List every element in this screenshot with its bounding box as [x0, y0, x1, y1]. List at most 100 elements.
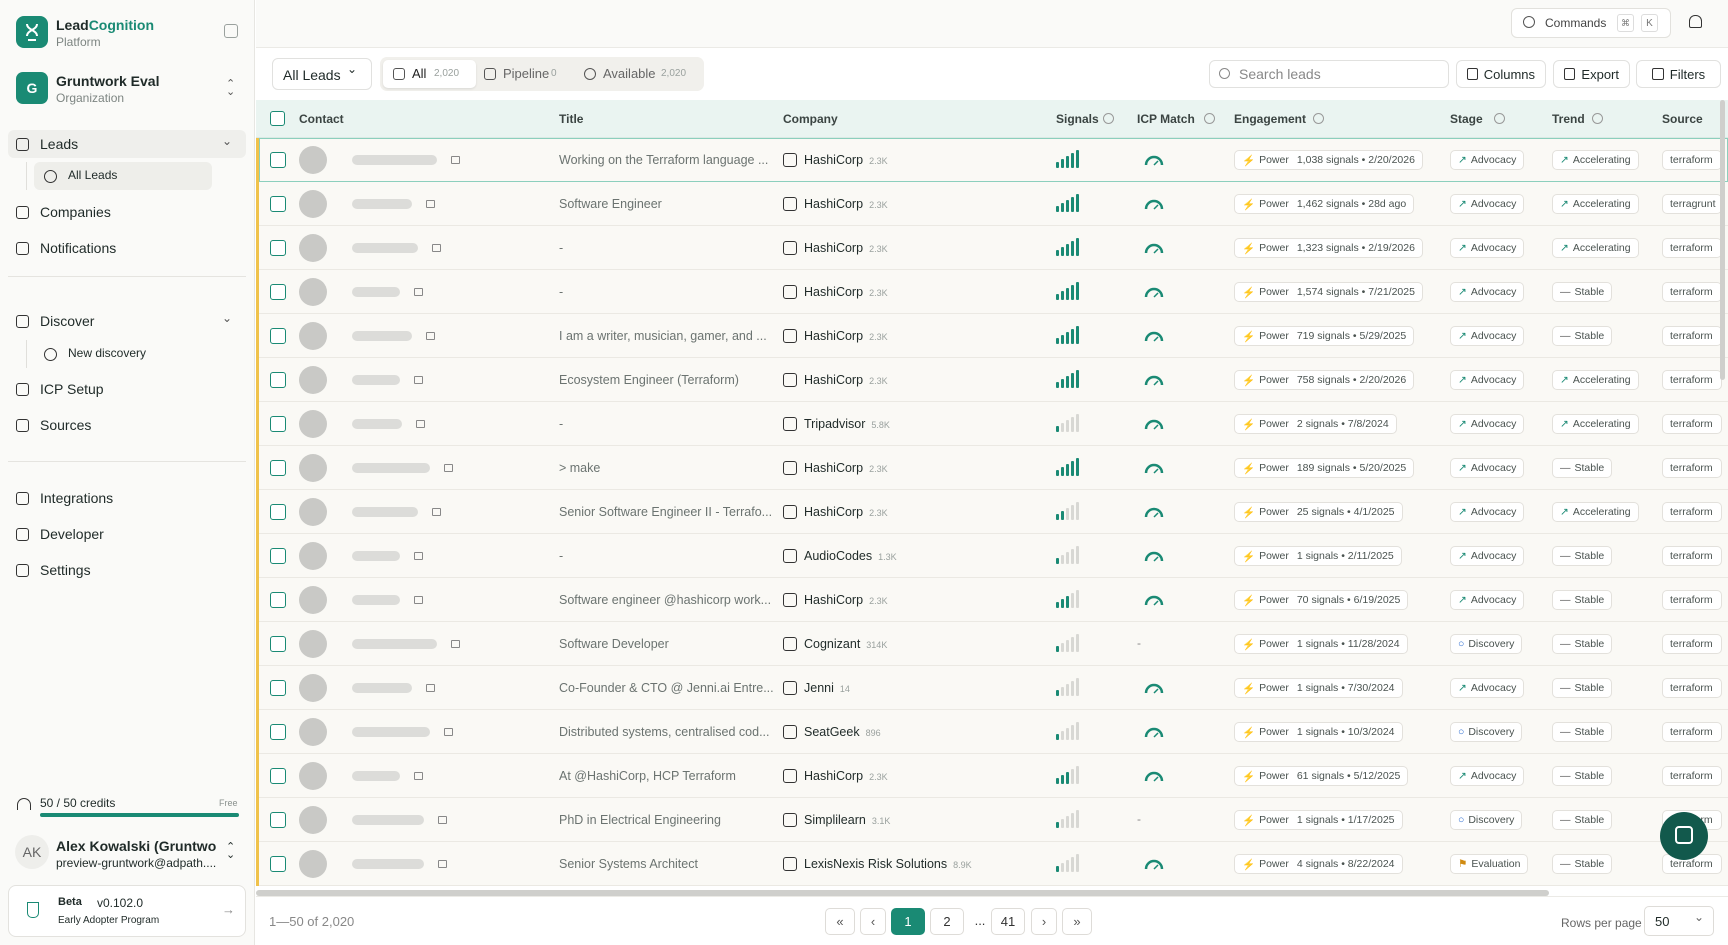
button-label: Export — [1581, 66, 1619, 82]
tab-label[interactable]: Available — [603, 66, 656, 81]
trend: Stable — [1574, 286, 1605, 298]
company[interactable]: HashiCorp 2.3K — [804, 769, 888, 783]
company[interactable]: HashiCorp 2.3K — [804, 593, 888, 607]
column-header[interactable]: Signals — [1056, 112, 1099, 126]
column-header[interactable]: Company — [783, 112, 838, 126]
company[interactable]: SeatGeek 896 — [804, 725, 881, 739]
checkbox[interactable] — [270, 812, 286, 828]
company[interactable]: HashiCorp 2.3K — [804, 153, 888, 167]
company-name[interactable]: Simplilearn — [804, 813, 866, 827]
tab-icon[interactable] — [484, 68, 496, 80]
company-name[interactable]: LexisNexis Risk Solutions — [804, 857, 948, 871]
page-button[interactable]: 41 — [991, 908, 1025, 935]
checkbox[interactable] — [270, 724, 286, 740]
company-name[interactable]: HashiCorp — [804, 153, 864, 167]
checkbox[interactable] — [270, 240, 286, 256]
toolbar-button[interactable]: Columns — [1456, 60, 1546, 88]
checkbox[interactable] — [270, 592, 286, 608]
checkbox[interactable] — [270, 152, 286, 168]
company-name[interactable]: HashiCorp — [804, 505, 864, 519]
column-header[interactable]: Contact — [299, 112, 344, 126]
company-name[interactable]: HashiCorp — [804, 285, 864, 299]
checkbox[interactable] — [270, 416, 286, 432]
company-name[interactable]: HashiCorp — [804, 241, 864, 255]
bolt: ⚡ — [1242, 462, 1256, 475]
company-name[interactable]: HashiCorp — [804, 329, 864, 343]
company[interactable]: Jenni 14 — [804, 681, 850, 695]
user-name[interactable]: Alex Kowalski (Gruntwo... — [56, 838, 216, 854]
power: Power — [1259, 682, 1289, 694]
beta-card[interactable] — [8, 885, 246, 937]
company[interactable]: HashiCorp 2.3K — [804, 241, 888, 255]
company[interactable]: Cognizant 314K — [804, 637, 887, 651]
tab-icon[interactable] — [584, 68, 596, 80]
prev-page[interactable]: ‹ — [860, 908, 886, 935]
first-page[interactable]: « — [825, 908, 855, 935]
company[interactable]: HashiCorp 2.3K — [804, 373, 888, 387]
company-name[interactable]: AudioCodes — [804, 549, 873, 563]
view-select[interactable]: All Leads — [272, 58, 372, 90]
checkbox[interactable] — [270, 111, 285, 126]
company[interactable]: AudioCodes 1.3K — [804, 549, 897, 563]
org-name[interactable]: Gruntwork Eval — [56, 73, 160, 89]
company-name[interactable]: HashiCorp — [804, 769, 864, 783]
bell[interactable] — [1689, 15, 1702, 28]
collapse[interactable] — [224, 24, 238, 38]
company-name[interactable]: HashiCorp — [804, 373, 864, 387]
company[interactable]: Simplilearn 3.1K — [804, 813, 890, 827]
checkbox[interactable] — [270, 548, 286, 564]
company-name[interactable]: Cognizant — [804, 637, 861, 651]
column-header[interactable]: ICP Match — [1137, 112, 1195, 126]
checkbox[interactable] — [270, 768, 286, 784]
column-header[interactable]: Title — [559, 112, 584, 126]
company[interactable]: HashiCorp 2.3K — [804, 505, 888, 519]
page-button[interactable]: 2 — [930, 908, 964, 935]
checkbox[interactable] — [270, 328, 286, 344]
checkbox[interactable] — [270, 372, 286, 388]
tab-label[interactable]: Pipeline — [503, 66, 550, 81]
bolt: ⚡ — [1242, 198, 1256, 211]
column-header[interactable]: Stage — [1450, 112, 1483, 126]
company[interactable]: Tripadvisor 5.8K — [804, 417, 890, 431]
page-button[interactable]: 1 — [891, 908, 925, 935]
command-button[interactable] — [1511, 8, 1671, 38]
company-name[interactable]: Jenni — [804, 681, 834, 695]
company-name[interactable]: SeatGeek — [804, 725, 860, 739]
column-header[interactable]: Trend — [1552, 112, 1585, 126]
checkbox[interactable] — [270, 196, 286, 212]
company-name[interactable]: HashiCorp — [804, 197, 864, 211]
company-name[interactable]: HashiCorp — [804, 461, 864, 475]
checkbox[interactable] — [270, 680, 286, 696]
company[interactable]: HashiCorp 2.3K — [804, 285, 888, 299]
column-header[interactable]: Engagement — [1234, 112, 1307, 126]
company[interactable]: LexisNexis Risk Solutions 8.9K — [804, 857, 972, 871]
checkbox[interactable] — [270, 284, 286, 300]
search-box[interactable] — [1209, 60, 1449, 88]
toolbar-button[interactable]: Filters — [1636, 60, 1721, 88]
column-header[interactable]: Source — [1662, 112, 1703, 126]
checkbox[interactable] — [270, 856, 286, 872]
company[interactable]: HashiCorp 2.3K — [804, 329, 888, 343]
checkbox[interactable] — [270, 460, 286, 476]
signal-bar — [1061, 775, 1064, 784]
tab-label[interactable]: All — [412, 66, 427, 81]
company[interactable]: HashiCorp 2.3K — [804, 461, 888, 475]
company-name[interactable]: Tripadvisor — [804, 417, 866, 431]
company-name[interactable]: HashiCorp — [804, 593, 864, 607]
company[interactable]: HashiCorp 2.3K — [804, 197, 888, 211]
last-page[interactable]: » — [1062, 908, 1092, 935]
next-page[interactable]: › — [1031, 908, 1057, 935]
toolbar-button[interactable]: Export — [1553, 60, 1630, 88]
rows-select[interactable]: 50 — [1644, 906, 1714, 936]
nav-item[interactable] — [8, 130, 246, 158]
signal-bar — [1066, 508, 1069, 520]
power: Power — [1259, 594, 1289, 606]
checkbox[interactable] — [270, 636, 286, 652]
tab-icon[interactable] — [393, 68, 405, 80]
nav-item[interactable] — [34, 162, 212, 190]
tab-active[interactable] — [383, 60, 476, 88]
table-row[interactable] — [259, 182, 1728, 226]
chat-button[interactable] — [1660, 812, 1708, 860]
checkbox[interactable] — [270, 504, 286, 520]
table-row[interactable] — [259, 314, 1728, 358]
